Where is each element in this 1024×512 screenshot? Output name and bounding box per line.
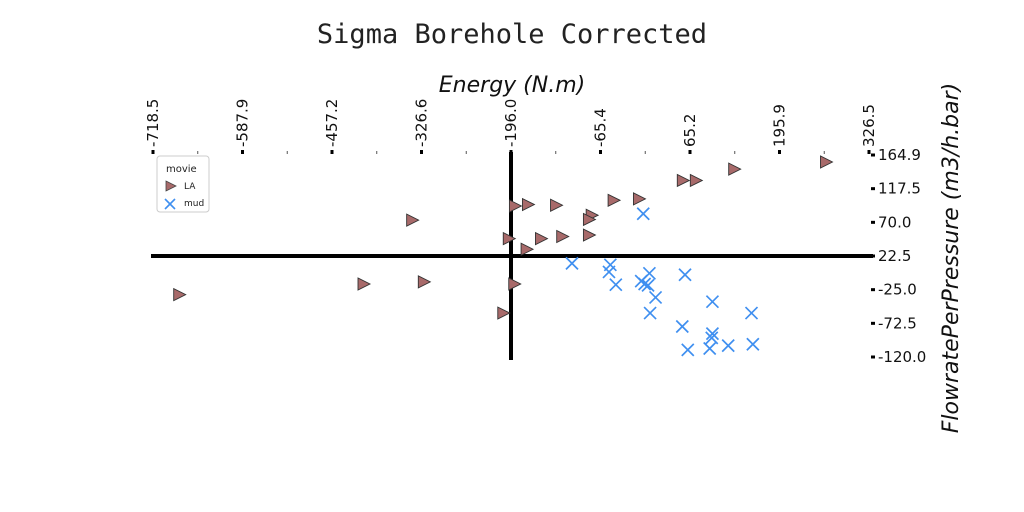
point-mud [650,291,662,303]
y-tick-mark [871,356,875,359]
y-axis-label: FlowratePerPressure (m3/h.bar) [939,83,964,433]
x-minor-tick [824,151,825,154]
x-ticks: -718.5 -587.9 -457.2 -326.6 -196.0 -65.4 65.2 1… [144,99,878,154]
x-tick-label: -457.2 [323,99,341,147]
x-tick-label: 326.5 [860,104,878,147]
y-tick-label: -25.0 [878,281,917,299]
x-minor-tick [287,151,288,154]
point-la [535,233,547,245]
x-tick-label: -196.0 [502,99,520,147]
y-tick-label: 22.5 [878,247,911,265]
x-tick-label: -718.5 [144,99,162,147]
point-mud [566,257,578,269]
point-la [509,278,521,290]
y-tick-mark [871,154,875,157]
y-tick-label: 117.5 [878,180,921,198]
point-mud [704,342,716,354]
x-minor-tick [734,151,735,154]
point-la [690,174,702,186]
y-tick-mark [871,187,875,190]
point-la [820,156,832,168]
x-tick-mark [241,150,244,154]
point-la [633,193,645,205]
legend-label-la: LA [184,182,196,192]
x-tick-mark [331,150,334,154]
x-minor-tick [466,151,467,154]
point-mud [644,307,656,319]
point-la [583,229,595,241]
x-tick-mark [152,150,155,154]
x-tick-mark [868,150,871,154]
chart-title: Sigma Borehole Corrected [317,19,707,50]
y-tick-label: 70.0 [878,213,911,231]
point-la [551,199,563,211]
x-minor-tick [645,151,646,154]
point-la [557,230,569,242]
point-mud [643,267,655,279]
y-tick-mark [871,221,875,224]
point-la [358,278,370,290]
point-la [729,163,741,175]
point-la [677,174,689,186]
x-tick-mark [778,150,781,154]
point-la [509,200,521,212]
y-tick-mark [871,288,875,291]
y-tick-mark [871,322,875,325]
point-la [522,199,534,211]
point-la [407,214,419,226]
x-minor-tick [376,151,377,154]
point-la [608,194,620,206]
x-tick-mark [689,150,692,154]
point-mud [603,266,615,278]
point-mud [706,296,718,308]
x-tick-label: 65.2 [681,114,699,147]
y-tick-label: -72.5 [878,314,917,332]
x-tick-label: 195.9 [771,104,789,147]
point-la [498,307,510,319]
x-minor-tick [555,151,556,154]
point-la [174,289,186,301]
point-mud [676,321,688,333]
y-tick-mark [871,255,875,258]
legend-title: movie [166,164,197,175]
legend: movie LA mud [157,156,209,212]
x-tick-mark [420,150,423,154]
point-mud [610,279,622,291]
y-ticks: 164.9 117.5 70.0 22.5 -25.0 -72.5 -120.0 [871,146,926,366]
x-tick-mark [510,150,513,154]
point-mud [682,344,694,356]
axes [151,152,873,360]
point-la [418,276,430,288]
x-tick-label: -326.6 [413,99,431,147]
legend-label-mud: mud [184,199,204,209]
point-mud [722,340,734,352]
y-tick-label: 164.9 [878,146,921,164]
x-tick-label: -587.9 [234,99,252,147]
point-mud [637,208,649,220]
point-mud [745,307,757,319]
point-mud [747,338,759,350]
x-minor-tick [197,151,198,154]
x-axis-label: Energy (N.m) [439,73,585,98]
point-mud [679,269,691,281]
point-la [521,243,533,255]
x-tick-mark [599,150,602,154]
x-tick-label: -65.4 [592,108,610,147]
y-tick-label: -120.0 [878,348,926,366]
